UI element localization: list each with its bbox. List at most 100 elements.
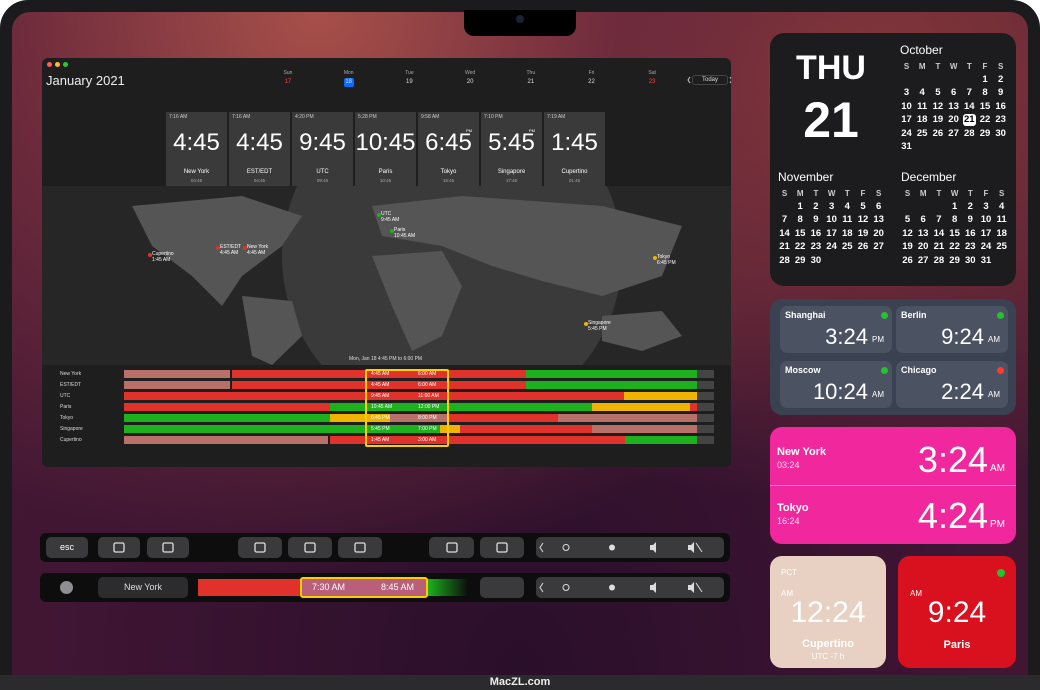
date-label[interactable]: 18 bbox=[343, 78, 354, 87]
calendar-day: 21 bbox=[779, 241, 790, 253]
clock-card: 5:28 PM 10:45 Paris 10:45 bbox=[355, 112, 416, 186]
touch-button[interactable] bbox=[288, 537, 332, 558]
touch-button[interactable] bbox=[98, 537, 140, 558]
timeline-segment bbox=[460, 425, 592, 433]
map-dot bbox=[216, 246, 220, 250]
calendar-day: 19 bbox=[902, 241, 913, 253]
button-icon bbox=[304, 542, 316, 553]
map-dot bbox=[243, 246, 247, 250]
calendar-day: 26 bbox=[857, 241, 869, 253]
calendar-day: 9 bbox=[967, 214, 973, 226]
calendar-day: 4 bbox=[999, 201, 1005, 212]
calendar-day: 1 bbox=[797, 201, 803, 212]
clock-note: 7:10 PM bbox=[484, 114, 503, 120]
calendar-day: 8 bbox=[797, 214, 803, 226]
calendar-day: 14 bbox=[779, 227, 790, 239]
timeline-segment bbox=[232, 381, 526, 389]
date-label[interactable]: 23 bbox=[648, 79, 656, 85]
calendar-day: 5 bbox=[860, 201, 866, 212]
calendar-day: 25 bbox=[842, 241, 853, 253]
clock-ampm: PM bbox=[990, 519, 1005, 530]
control-strip[interactable] bbox=[536, 577, 724, 598]
window-button[interactable] bbox=[55, 62, 60, 67]
clock-city: Berlin bbox=[901, 310, 927, 320]
timeline-segment bbox=[526, 370, 697, 378]
timeline-end: 6:00 AM bbox=[418, 382, 437, 388]
calendar-day: 20 bbox=[917, 241, 929, 253]
clock-time: 3:24 bbox=[825, 324, 868, 349]
calendar-day: 11 bbox=[842, 214, 853, 226]
map-city: Tokyo bbox=[657, 254, 671, 260]
timeline-city: Paris bbox=[60, 404, 72, 410]
timeline-segment bbox=[558, 414, 697, 422]
map-time: 9:45 AM bbox=[381, 217, 400, 223]
share-button[interactable] bbox=[480, 577, 524, 598]
date-label[interactable]: 17 bbox=[284, 79, 292, 85]
map-city: Singapore bbox=[588, 320, 611, 326]
calendar-day: 22 bbox=[794, 241, 806, 253]
button-icon bbox=[354, 542, 366, 553]
dow-header: T bbox=[966, 62, 972, 71]
map-shapes bbox=[132, 186, 682, 365]
notch bbox=[464, 10, 576, 36]
clock-card: 7:10 PM 5:45 PM Singapore 17:45 bbox=[481, 112, 542, 186]
close-button[interactable] bbox=[60, 581, 73, 594]
calendar-day: 8 bbox=[951, 214, 958, 226]
window-button[interactable] bbox=[63, 62, 68, 67]
timeline-city: Tokyo bbox=[60, 415, 74, 421]
timeline-segment bbox=[124, 425, 440, 433]
map-dot bbox=[584, 322, 588, 326]
date-label[interactable]: 21 bbox=[527, 79, 535, 85]
calendar-day: 24 bbox=[980, 241, 992, 253]
touch-button[interactable] bbox=[338, 537, 382, 558]
divider bbox=[770, 485, 1016, 486]
date-label[interactable]: 20 bbox=[466, 79, 474, 85]
today-button[interactable]: Today bbox=[692, 75, 728, 85]
calendar-day: 16 bbox=[995, 100, 1006, 112]
map-time: 1:45 AM bbox=[152, 257, 171, 263]
calendar-day: 17 bbox=[901, 114, 912, 126]
calendar-day: 30 bbox=[965, 254, 976, 266]
window-button[interactable] bbox=[47, 62, 52, 67]
timeline-end: 6:00 AM bbox=[418, 371, 437, 377]
touch-button[interactable] bbox=[429, 537, 474, 558]
timeline-end: 11:00 AM bbox=[418, 393, 439, 399]
clock-card: 4:20 PM 9:45 UTC 09:45 bbox=[292, 112, 353, 186]
dow-header: M bbox=[919, 189, 927, 198]
touch-button[interactable] bbox=[238, 537, 282, 558]
clock-name: Singapore bbox=[497, 169, 526, 175]
clock-time24: 10:45 bbox=[379, 178, 392, 183]
clock-city: Moscow bbox=[785, 365, 821, 375]
dow-header: T bbox=[967, 189, 973, 198]
calendar-day: 15 bbox=[794, 227, 806, 239]
dow-header: S bbox=[999, 189, 1005, 198]
calendar-day: 28 bbox=[964, 127, 975, 139]
control-icons bbox=[539, 542, 703, 553]
timeline-segment bbox=[124, 436, 328, 444]
clock-city: Shanghai bbox=[785, 310, 826, 320]
date-label[interactable]: 19 bbox=[406, 79, 413, 85]
calendar-day: 23 bbox=[995, 114, 1006, 126]
calendar-day: 10 bbox=[901, 100, 912, 112]
touch-button[interactable] bbox=[147, 537, 189, 558]
control-strip[interactable] bbox=[536, 537, 724, 558]
touch-button[interactable]: esc bbox=[46, 537, 88, 558]
weekday-label: Wed bbox=[464, 70, 476, 76]
map-city: Paris bbox=[394, 227, 406, 233]
timeline-segment bbox=[697, 392, 714, 400]
calendar-day: 14 bbox=[933, 227, 945, 239]
dow-header: M bbox=[918, 62, 926, 71]
map-time: 6:45 PM bbox=[657, 260, 676, 266]
clock-name: EST/EDT bbox=[246, 169, 273, 175]
calendar-day: 9 bbox=[998, 87, 1004, 99]
weekday-label: Sun bbox=[283, 70, 293, 76]
clock-time24: 09:45 bbox=[316, 178, 329, 183]
clock-time24: 18:45 bbox=[442, 178, 455, 183]
calendar-day: 26 bbox=[902, 254, 913, 266]
timeline-segment bbox=[232, 370, 526, 378]
calendar-day: 18 bbox=[996, 227, 1007, 239]
city-button[interactable]: New York bbox=[98, 577, 188, 598]
touch-button[interactable] bbox=[480, 537, 524, 558]
calendar-day: 1 bbox=[951, 201, 958, 212]
date-label[interactable]: 22 bbox=[588, 79, 595, 85]
